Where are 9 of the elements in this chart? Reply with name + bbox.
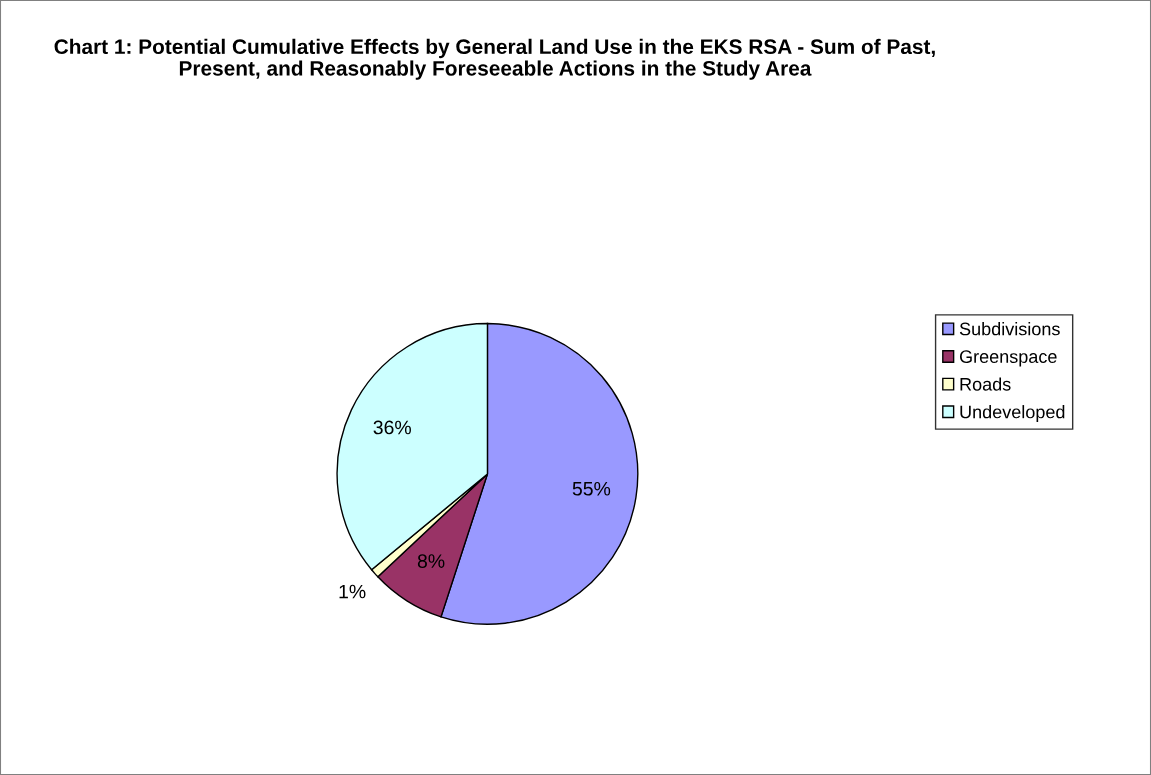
chart-title: Chart 1: Potential Cumulative Effects by General Land Use in the EKS RSA - Sum of Past, Present, and Reasonably Foreseeable Actions in the Study Area: [54, 38, 935, 80]
data-label: 55%: [572, 481, 611, 496]
data-label: 36%: [373, 420, 411, 435]
legend-label: Subdivisions: [959, 322, 1060, 336]
legend-label: Undeveloped: [960, 405, 1065, 422]
data-label: 8%: [417, 554, 445, 568]
data-label: 1%: [339, 584, 366, 599]
legend-label: Roads: [960, 377, 1011, 391]
legend-label: Greenspace: [959, 350, 1057, 367]
